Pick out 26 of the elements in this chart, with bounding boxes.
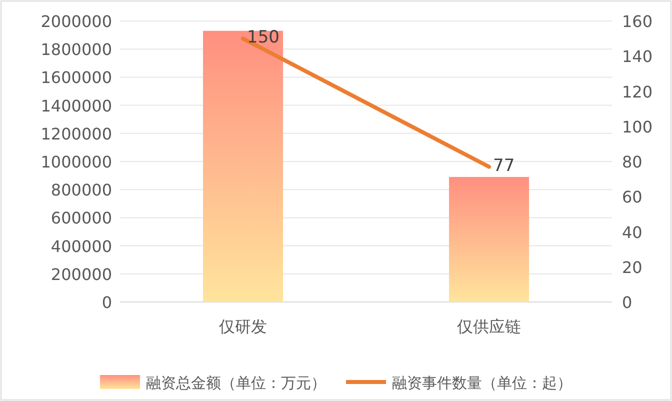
legend-label: 融资总金额（单位：万元） xyxy=(146,374,326,392)
y-tick-label: 1000000 xyxy=(40,152,112,172)
y2-tick-label: 40 xyxy=(622,222,642,242)
y2-tick-label: 0 xyxy=(622,293,632,312)
y2-tick-label: 60 xyxy=(622,188,642,207)
y-tick-label: 800000 xyxy=(50,180,112,200)
data-label: 77 xyxy=(493,156,515,176)
legend-label: 融资事件数量（单位：起） xyxy=(392,374,572,392)
y2-tick-label: 140 xyxy=(622,47,653,66)
y-tick-label: 0 xyxy=(102,293,112,312)
y-tick-label: 1800000 xyxy=(40,40,112,60)
y-tick-label: 600000 xyxy=(50,208,112,228)
y-tick-label: 2000000 xyxy=(40,12,112,31)
y2-tick-label: 80 xyxy=(622,152,642,172)
y-tick-label: 1600000 xyxy=(40,68,112,88)
y2-tick-label: 160 xyxy=(622,12,653,31)
y-tick-label: 400000 xyxy=(50,236,112,256)
y-tick-label: 1400000 xyxy=(40,96,112,116)
x-tick-label: 仅研发 xyxy=(219,317,267,336)
y2-tick-label: 20 xyxy=(622,258,642,277)
y2-tick-label: 120 xyxy=(622,82,653,102)
data-label: 150 xyxy=(247,28,280,48)
y2-tick-label: 100 xyxy=(622,117,653,136)
y-tick-label: 1200000 xyxy=(40,124,112,144)
y-tick-label: 200000 xyxy=(50,264,112,284)
x-tick-label: 仅供应链 xyxy=(457,317,521,336)
